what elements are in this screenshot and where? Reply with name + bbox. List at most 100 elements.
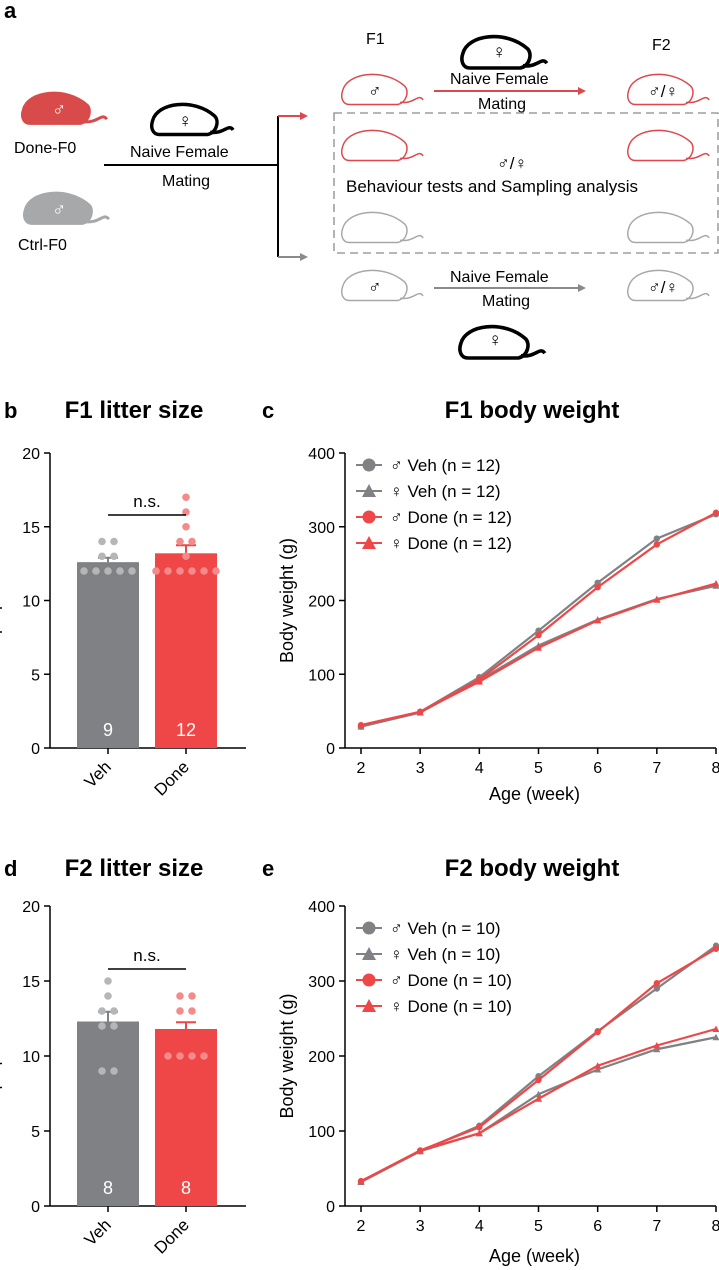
series-point <box>653 541 661 548</box>
x-tick-label: 2 <box>357 760 366 777</box>
series-point <box>594 616 602 624</box>
legend-label: ♀ Done (n = 12) <box>390 534 512 553</box>
legend-marker <box>362 510 376 524</box>
series-point <box>357 1177 365 1185</box>
series-point <box>712 1033 719 1041</box>
rat-naive-female-top-icon <box>460 34 549 70</box>
rat-done-f0-icon <box>21 91 109 125</box>
series-point <box>475 678 483 685</box>
series-point <box>357 721 365 729</box>
series-point <box>712 580 719 587</box>
data-point <box>110 1067 118 1075</box>
data-point <box>200 567 208 575</box>
legend-marker <box>362 973 376 987</box>
naive-female-bottom-label: Naive Female <box>450 269 549 286</box>
series-point <box>535 1090 542 1098</box>
y-tick-label: 300 <box>308 974 335 991</box>
legend-label: ♀ Veh (n = 12) <box>390 482 501 501</box>
y-axis-label: Body weight (g) <box>277 538 297 663</box>
series-line <box>360 1036 717 1183</box>
x-tick-label: 2 <box>357 1218 366 1235</box>
series-point <box>535 631 542 639</box>
panel-letter-b: b <box>4 398 17 423</box>
chart-title: F2 litter size <box>65 855 204 882</box>
series-point <box>535 627 542 634</box>
y-tick-label: 15 <box>22 974 40 991</box>
chart-d: d F2 litter size 0 5 10 15 20 Pups per litter 8 V… <box>0 855 246 1258</box>
rat-box-veh-right-icon <box>626 211 710 244</box>
series-point <box>535 644 542 651</box>
data-point <box>80 567 88 575</box>
bar-veh <box>77 1021 139 1206</box>
data-point <box>188 1052 196 1060</box>
rat-naive-female-bottom-icon <box>458 324 547 360</box>
x-tick-label: Veh <box>81 1215 115 1249</box>
f2-done-sex-symbol: ♂/♀ <box>648 82 678 101</box>
data-point <box>104 567 112 575</box>
legend-label: ♀ Done (n = 10) <box>390 997 512 1016</box>
y-tick-label: 10 <box>22 1049 40 1066</box>
data-point <box>176 567 184 575</box>
ctrl-f0-label: Ctrl-F0 <box>18 237 67 254</box>
chart-b: b F1 litter size 0 5 10 15 20 Pups per litter 9 V… <box>0 397 246 800</box>
legend-label: ♀ Veh (n = 10) <box>390 945 501 964</box>
rat-box-veh-left-icon <box>340 211 424 244</box>
series-point <box>653 1042 661 1049</box>
legend-label: ♂ Done (n = 12) <box>390 508 512 527</box>
n-label: 8 <box>181 1178 191 1198</box>
data-point <box>188 567 196 575</box>
naive-female-top-symbol: ♀ <box>492 42 506 63</box>
y-tick-label: 0 <box>31 1199 40 1216</box>
data-point <box>188 1007 196 1015</box>
data-point <box>188 537 196 546</box>
chart-title: F1 body weight <box>445 397 620 424</box>
series-line <box>360 1027 717 1183</box>
series-point <box>594 1028 601 1036</box>
data-point <box>182 522 190 531</box>
series-line <box>360 584 717 728</box>
legend-label: ♂ Done (n = 10) <box>390 971 512 990</box>
data-point <box>152 567 160 575</box>
legend-marker <box>362 458 376 472</box>
panel-letter-e: e <box>262 856 274 881</box>
x-axis-label: Age (week) <box>489 784 580 804</box>
y-tick-label: 400 <box>308 899 335 916</box>
ctrl-f0-male-symbol: ♂ <box>52 200 66 221</box>
x-tick-label: 6 <box>593 760 602 777</box>
series-point <box>535 1095 542 1102</box>
y-tick-label: 10 <box>22 594 40 611</box>
series-point <box>594 579 601 586</box>
done-f0-male-symbol: ♂ <box>52 100 66 121</box>
f1-veh-male-symbol: ♂ <box>368 277 382 297</box>
f1-done-male-symbol: ♂ <box>368 81 382 101</box>
data-point <box>98 1007 106 1015</box>
naive-female-f0-label: Naive Female <box>130 144 229 161</box>
x-tick-label: 4 <box>475 1218 484 1235</box>
x-tick-label: 3 <box>416 1218 425 1235</box>
chart-title: F1 litter size <box>65 397 204 424</box>
series-point <box>475 1129 483 1137</box>
y-tick-label: 5 <box>31 1124 40 1141</box>
box-sex-symbol: ♂/♀ <box>497 154 527 173</box>
y-tick-label: 0 <box>326 1199 335 1216</box>
naive-female-top-label: Naive Female <box>450 71 549 88</box>
series-point <box>594 1066 602 1073</box>
data-point <box>128 567 136 575</box>
done-f0-label: Done-F0 <box>14 140 76 157</box>
branch-arrowhead-veh <box>300 253 308 261</box>
legend-marker <box>362 536 376 549</box>
panel-letter-d: d <box>4 856 17 881</box>
data-point <box>98 1022 106 1030</box>
data-point <box>110 1022 118 1030</box>
series-point <box>535 1076 542 1084</box>
rat-f1-done-male-icon <box>340 73 424 106</box>
f2-veh-sex-symbol: ♂/♀ <box>648 278 678 297</box>
naive-female-f0-symbol: ♀ <box>178 111 192 132</box>
y-tick-label: 200 <box>308 594 335 611</box>
rat-ctrl-f0-icon <box>23 191 111 225</box>
data-point <box>98 1067 106 1075</box>
series-point <box>712 1025 719 1032</box>
series-point <box>594 1062 602 1069</box>
series-point <box>594 584 601 591</box>
